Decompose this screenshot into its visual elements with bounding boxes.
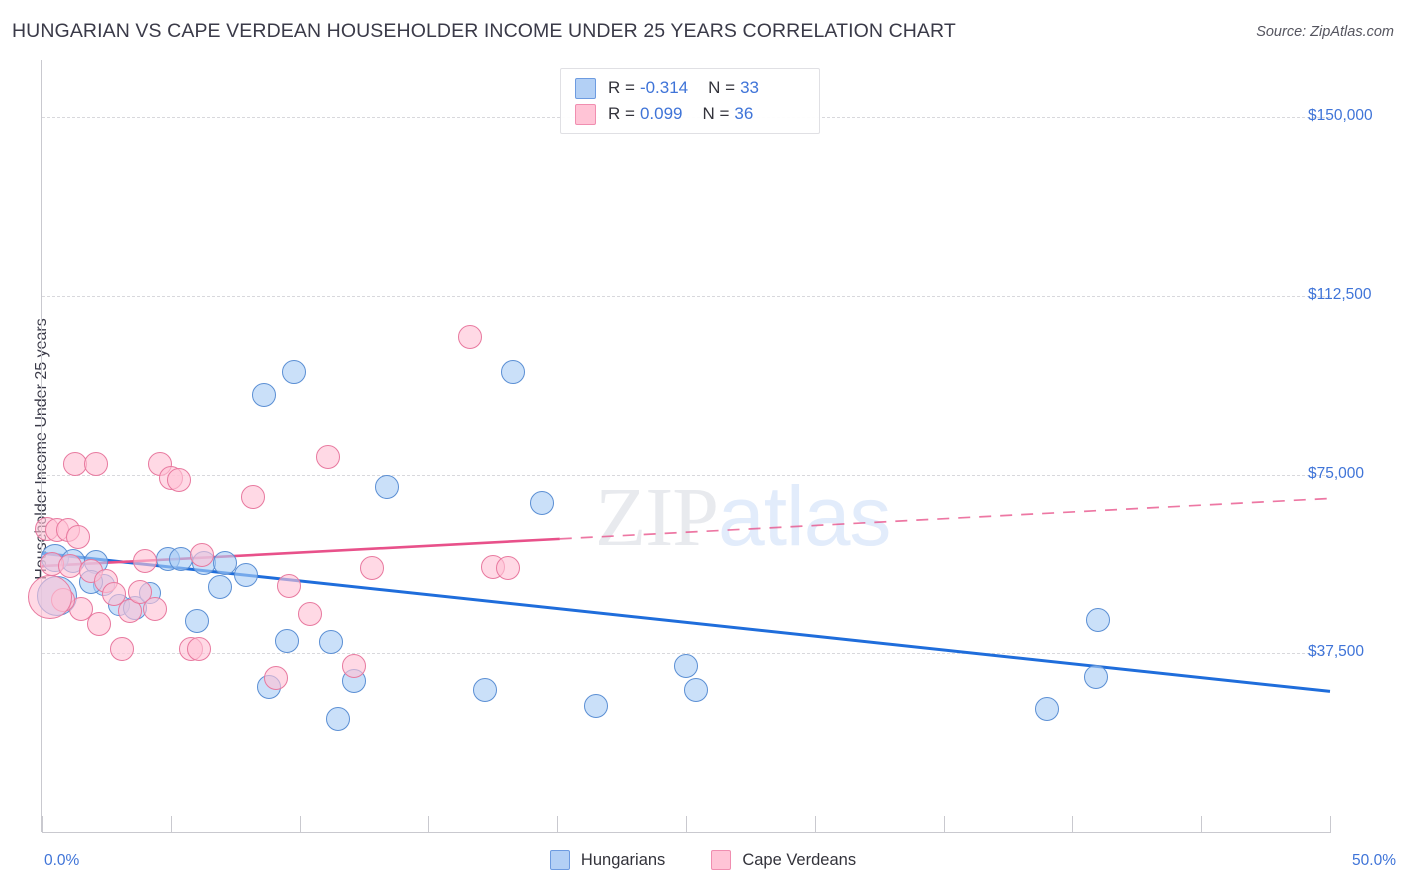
data-point[interactable] bbox=[84, 452, 109, 477]
x-axis-tick bbox=[686, 816, 687, 832]
data-point[interactable] bbox=[1083, 665, 1108, 690]
data-point[interactable] bbox=[109, 637, 134, 661]
source-attribution: Source: ZipAtlas.com bbox=[1256, 24, 1394, 40]
y-axis-tick-label: $75,000 bbox=[1308, 464, 1365, 482]
y-axis-tick-label: $112,500 bbox=[1308, 285, 1372, 303]
r-label-cape-verdeans: R = bbox=[608, 104, 635, 123]
data-point[interactable] bbox=[143, 596, 168, 621]
n-label-cape-verdeans: N = bbox=[702, 104, 730, 123]
x-axis-tick bbox=[943, 816, 945, 832]
legend-swatch-cape-verdeans bbox=[575, 103, 596, 125]
gridline bbox=[42, 474, 1330, 476]
data-point[interactable] bbox=[27, 575, 72, 620]
data-point[interactable] bbox=[166, 467, 191, 492]
r-value-cape-verdeans: 0.099 bbox=[639, 104, 683, 123]
x-axis-tick bbox=[814, 816, 816, 832]
series-swatch-hungarians bbox=[549, 850, 570, 870]
data-point[interactable] bbox=[86, 611, 111, 636]
x-axis-line bbox=[42, 832, 1331, 833]
data-point[interactable] bbox=[496, 555, 521, 580]
data-point[interactable] bbox=[529, 491, 554, 516]
data-point[interactable] bbox=[583, 694, 608, 719]
series-label-hungarians: Hungarians bbox=[580, 850, 666, 869]
data-point[interactable] bbox=[251, 382, 276, 407]
data-point[interactable] bbox=[58, 554, 83, 579]
data-point[interactable] bbox=[207, 574, 232, 599]
x-axis-tick bbox=[1072, 816, 1074, 832]
data-point[interactable] bbox=[102, 582, 127, 607]
x-axis-tick bbox=[557, 816, 559, 832]
data-point[interactable] bbox=[341, 653, 366, 678]
data-point[interactable] bbox=[187, 637, 212, 661]
n-value-cape-verdeans: 36 bbox=[734, 104, 754, 123]
series-label-cape-verdeans: Cape Verdeans bbox=[742, 850, 857, 869]
page-title: HUNGARIAN VS CAPE VERDEAN HOUSEHOLDER IN… bbox=[12, 20, 956, 42]
data-point[interactable] bbox=[274, 629, 299, 654]
data-point[interactable] bbox=[94, 569, 119, 594]
n-value-hungarians: 33 bbox=[740, 78, 759, 97]
data-point[interactable] bbox=[318, 629, 343, 654]
watermark-atlas: atlas bbox=[718, 469, 891, 563]
x-axis-tick bbox=[170, 816, 172, 832]
data-point[interactable] bbox=[264, 666, 289, 691]
data-point[interactable] bbox=[326, 707, 351, 732]
x-axis-min-label: 0.0% bbox=[44, 852, 80, 869]
y-axis-tick-label: $37,500 bbox=[1308, 643, 1365, 661]
stats-legend: R = -0.314 N = 33 R = 0.099 N = 36 bbox=[560, 68, 820, 134]
data-point[interactable] bbox=[375, 475, 400, 500]
data-point[interactable] bbox=[241, 484, 266, 509]
data-point[interactable] bbox=[233, 562, 258, 587]
x-axis-max-label: 50.0% bbox=[1352, 852, 1396, 869]
data-point[interactable] bbox=[282, 359, 307, 384]
x-axis-tick bbox=[42, 816, 43, 832]
trend-line-cape-verdeans-dashed bbox=[559, 497, 1331, 540]
n-label-hungarians: N = bbox=[708, 78, 736, 97]
data-point[interactable] bbox=[297, 601, 322, 626]
data-point[interactable] bbox=[1086, 607, 1111, 632]
plot-area: ZIPatlas bbox=[27, 60, 1331, 832]
data-point[interactable] bbox=[315, 444, 340, 469]
r-label-hungarians: R = bbox=[608, 78, 635, 97]
x-axis-tick bbox=[1330, 816, 1331, 832]
data-point[interactable] bbox=[457, 324, 482, 349]
data-point[interactable] bbox=[473, 677, 498, 702]
data-point[interactable] bbox=[277, 574, 302, 599]
data-point[interactable] bbox=[1034, 697, 1059, 722]
data-point[interactable] bbox=[359, 556, 384, 581]
x-axis-tick bbox=[428, 816, 430, 832]
series-swatch-cape-verdeans bbox=[711, 850, 732, 870]
data-point[interactable] bbox=[212, 551, 237, 576]
data-point[interactable] bbox=[501, 359, 526, 384]
data-point[interactable] bbox=[184, 609, 209, 634]
data-point[interactable] bbox=[133, 548, 158, 573]
legend-swatch-hungarians bbox=[575, 77, 596, 99]
data-point[interactable] bbox=[66, 525, 91, 550]
y-axis-tick-label: $150,000 bbox=[1308, 107, 1373, 125]
watermark-zip: ZIP bbox=[595, 471, 719, 564]
y-axis-line bbox=[41, 60, 42, 832]
data-point[interactable] bbox=[684, 677, 709, 702]
r-value-hungarians: -0.314 bbox=[639, 78, 689, 97]
stats-legend-row-cape-verdeans: R = 0.099 N = 36 bbox=[575, 101, 753, 127]
stats-legend-row-hungarians: R = -0.314 N = 33 bbox=[575, 75, 759, 101]
series-legend-item-cape-verdeans[interactable]: Cape Verdeans bbox=[711, 850, 856, 870]
trend-lines bbox=[41, 497, 1331, 693]
series-legend: Hungarians Cape Verdeans bbox=[0, 850, 1406, 870]
data-point[interactable] bbox=[189, 542, 214, 567]
x-axis-tick bbox=[299, 816, 301, 832]
zipatlas-watermark: ZIPatlas bbox=[595, 468, 891, 566]
gridline bbox=[42, 295, 1330, 297]
data-point[interactable] bbox=[674, 654, 698, 679]
series-legend-item-hungarians[interactable]: Hungarians bbox=[549, 850, 666, 870]
x-axis-tick bbox=[1201, 816, 1203, 832]
